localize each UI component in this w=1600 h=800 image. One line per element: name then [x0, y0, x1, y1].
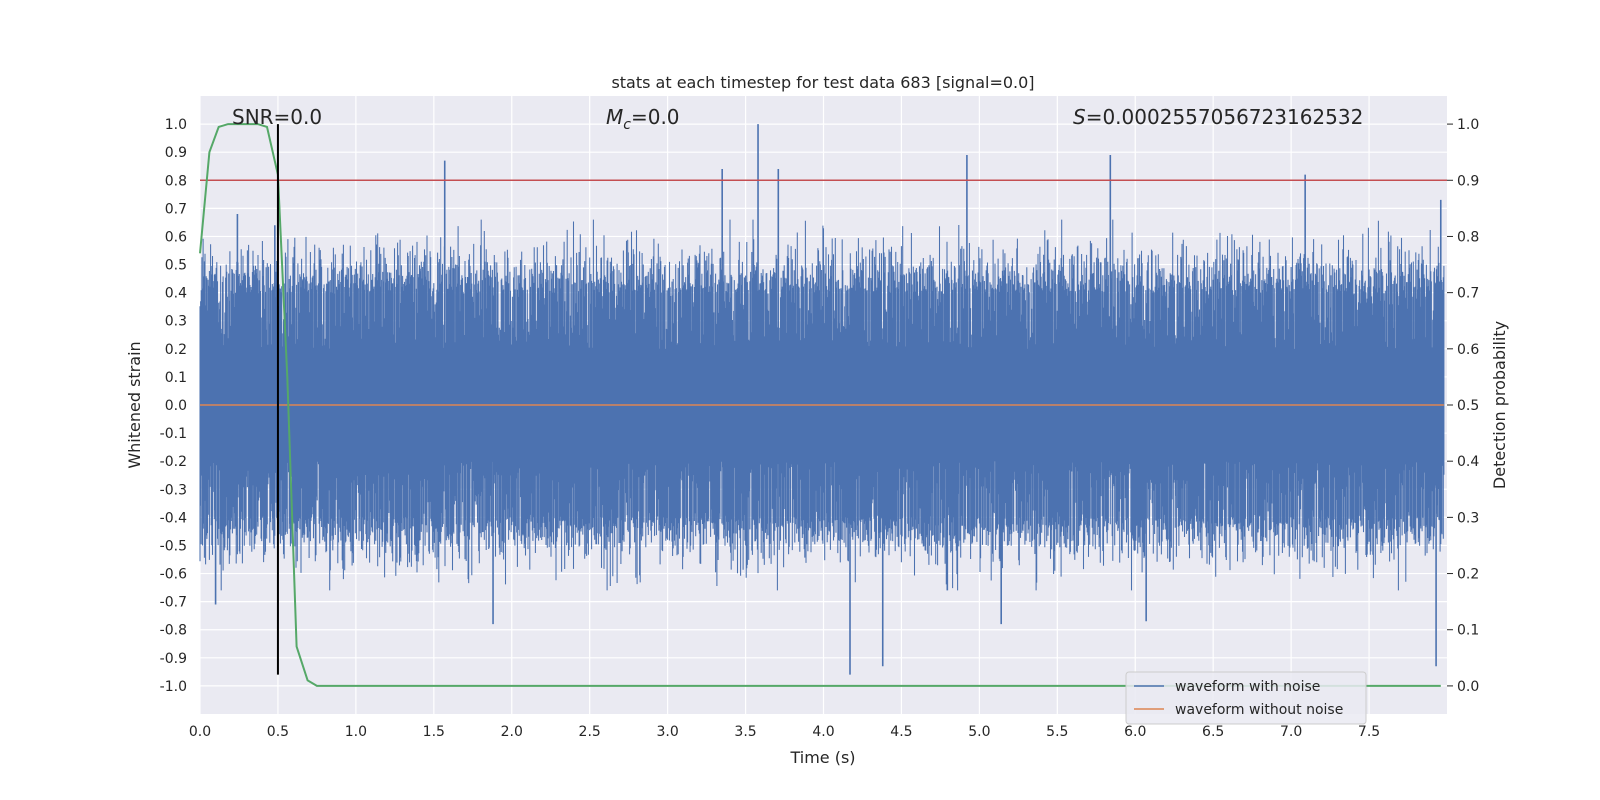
y2-tick-label: 0.2 — [1457, 567, 1479, 583]
y-tick-label: 0.1 — [165, 370, 187, 386]
legend: waveform with noise waveform without noi… — [1125, 671, 1367, 725]
y2-axis-label: Detection probability — [1490, 321, 1509, 489]
y-tick-label: -1.0 — [160, 679, 187, 695]
x-tick-label: 3.5 — [734, 724, 756, 740]
y-tick-label: -0.9 — [160, 651, 187, 667]
y2-tick-label: 0.5 — [1457, 398, 1479, 414]
chart-title: stats at each timestep for test data 683… — [611, 73, 1034, 92]
y-tick-label: 0.7 — [165, 201, 187, 217]
y-tick-label: -0.3 — [160, 482, 187, 498]
legend-box — [1125, 671, 1367, 725]
legend-label-clean: waveform without noise — [1175, 702, 1343, 718]
x-tick-label: 1.5 — [423, 724, 445, 740]
x-tick-label: 7.5 — [1358, 724, 1380, 740]
x-tick-label: 4.5 — [890, 724, 912, 740]
waveform-with-noise — [199, 124, 1445, 675]
x-tick-label: 0.5 — [267, 724, 289, 740]
legend-label-noise: waveform with noise — [1175, 679, 1320, 695]
y2-axis-ticks: 1.0 0.9 0.8 0.7 0.6 0.5 0.4 0.3 0.2 0.1 0.0 — [1447, 117, 1479, 695]
y-tick-label: -0.5 — [160, 538, 187, 554]
y-tick-label: -0.4 — [160, 510, 187, 526]
x-tick-label: 5.5 — [1046, 724, 1068, 740]
y-axis-ticks: 1.0 0.9 0.8 0.7 0.6 0.5 0.4 0.3 0.2 0.1 0.0 -0.1 -0.… — [160, 117, 187, 695]
y-tick-label: 0.8 — [165, 173, 187, 189]
y2-tick-label: 0.3 — [1457, 510, 1479, 526]
y-tick-label: 0.0 — [165, 398, 187, 414]
y2-tick-label: 0.1 — [1457, 623, 1479, 639]
detection-probability-line — [199, 123, 1441, 687]
x-tick-label: 6.0 — [1124, 724, 1146, 740]
x-tick-label: 1.0 — [345, 724, 367, 740]
x-tick-label: 2.0 — [501, 724, 523, 740]
x-axis-ticks: 0.0 0.5 1.0 1.5 2.0 2.5 3.0 3.5 4.0 4.5 5.0 5.5 6.0 6… — [189, 724, 1380, 740]
x-tick-label: 0.0 — [189, 724, 211, 740]
x-tick-label: 2.5 — [579, 724, 601, 740]
y-tick-label: 0.2 — [165, 342, 187, 358]
y-tick-label: 0.5 — [165, 258, 187, 274]
s-annotation: S=0.0002557056723162532 — [1073, 105, 1363, 129]
y-tick-label: -0.6 — [160, 567, 187, 583]
y2-tick-label: 0.7 — [1457, 286, 1479, 302]
y-tick-label: -0.1 — [160, 426, 187, 442]
y-tick-label: 1.0 — [165, 117, 187, 133]
y-tick-label: 0.4 — [165, 286, 187, 302]
x-tick-label: 7.0 — [1280, 724, 1302, 740]
y-tick-label: 0.9 — [165, 145, 187, 161]
y-tick-label: -0.8 — [160, 623, 187, 639]
y2-tick-label: 0.4 — [1457, 454, 1479, 470]
mc-annotation: Mc=0.0 — [606, 105, 680, 133]
y2-tick-label: 0.6 — [1457, 342, 1479, 358]
x-tick-label: 6.5 — [1202, 724, 1224, 740]
y-tick-label: -0.7 — [160, 595, 187, 611]
x-axis-label: Time (s) — [789, 748, 855, 767]
x-tick-label: 4.0 — [812, 724, 834, 740]
y-tick-label: 0.3 — [165, 314, 187, 330]
y-axis-label: Whitened strain — [125, 341, 144, 468]
y2-tick-label: 0.0 — [1457, 679, 1479, 695]
y-tick-label: -0.2 — [160, 454, 187, 470]
x-tick-label: 5.0 — [968, 724, 990, 740]
y2-tick-label: 0.8 — [1457, 229, 1479, 245]
y2-tick-label: 0.9 — [1457, 173, 1479, 189]
snr-annotation: SNR=0.0 — [232, 105, 322, 129]
y2-tick-label: 1.0 — [1457, 117, 1479, 133]
y-tick-label: 0.6 — [165, 229, 187, 245]
x-tick-label: 3.0 — [656, 724, 678, 740]
